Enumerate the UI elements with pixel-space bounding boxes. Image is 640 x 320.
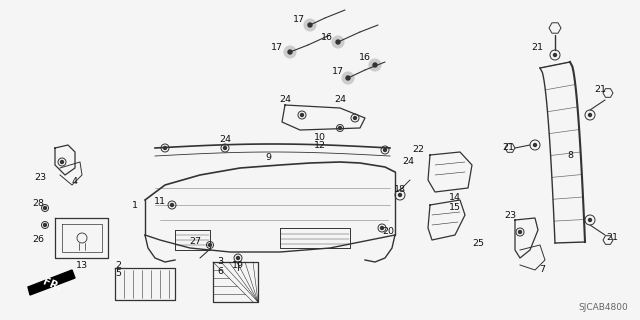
Circle shape: [301, 114, 303, 116]
Text: 23: 23: [34, 173, 46, 182]
Text: 24: 24: [402, 157, 414, 166]
Text: 16: 16: [359, 53, 371, 62]
Circle shape: [399, 194, 401, 196]
Text: 22: 22: [412, 146, 424, 155]
Text: 21: 21: [531, 43, 543, 52]
Text: 24: 24: [334, 95, 346, 105]
Text: 27: 27: [189, 237, 201, 246]
Text: 19: 19: [232, 260, 244, 269]
Circle shape: [209, 244, 211, 246]
Text: 1: 1: [132, 201, 138, 210]
Polygon shape: [28, 270, 75, 295]
Text: 10: 10: [314, 132, 326, 141]
Circle shape: [237, 257, 239, 260]
Circle shape: [44, 223, 47, 227]
Circle shape: [332, 36, 344, 48]
Text: 14: 14: [449, 194, 461, 203]
Circle shape: [44, 206, 47, 210]
Text: 24: 24: [279, 95, 291, 105]
Text: FR.: FR.: [41, 277, 63, 293]
Circle shape: [339, 126, 342, 130]
Text: 5: 5: [115, 268, 121, 277]
Text: SJCAB4800: SJCAB4800: [579, 303, 628, 312]
Text: 25: 25: [472, 238, 484, 247]
Circle shape: [353, 116, 356, 119]
Circle shape: [518, 230, 522, 234]
Text: 11: 11: [154, 197, 166, 206]
Text: 17: 17: [332, 68, 344, 76]
Circle shape: [346, 76, 350, 80]
Text: 23: 23: [504, 211, 516, 220]
Circle shape: [61, 161, 63, 164]
Text: 17: 17: [293, 15, 305, 25]
Circle shape: [554, 53, 557, 57]
Text: 7: 7: [539, 266, 545, 275]
Circle shape: [163, 147, 166, 149]
Text: 15: 15: [449, 203, 461, 212]
Circle shape: [284, 46, 296, 58]
Text: 6: 6: [217, 267, 223, 276]
Text: 28: 28: [32, 198, 44, 207]
Circle shape: [381, 227, 383, 229]
Text: 21: 21: [502, 143, 514, 153]
Circle shape: [170, 204, 173, 206]
Circle shape: [534, 143, 536, 147]
Circle shape: [308, 23, 312, 27]
Circle shape: [288, 50, 292, 54]
Text: 8: 8: [567, 150, 573, 159]
Text: 18: 18: [394, 186, 406, 195]
Text: 13: 13: [76, 260, 88, 269]
Text: 4: 4: [72, 178, 78, 187]
Text: 16: 16: [321, 33, 333, 42]
Text: 12: 12: [314, 141, 326, 150]
Text: 9: 9: [265, 154, 271, 163]
Circle shape: [336, 40, 340, 44]
Text: 17: 17: [271, 44, 283, 52]
Circle shape: [589, 219, 591, 221]
Text: 21: 21: [606, 234, 618, 243]
Text: 3: 3: [217, 258, 223, 267]
Circle shape: [223, 147, 227, 149]
Circle shape: [373, 63, 377, 67]
Circle shape: [342, 72, 354, 84]
Text: 26: 26: [32, 236, 44, 244]
Circle shape: [589, 114, 591, 116]
Circle shape: [304, 19, 316, 31]
Text: 20: 20: [382, 228, 394, 236]
Text: 2: 2: [115, 260, 121, 269]
Text: 21: 21: [594, 85, 606, 94]
Circle shape: [369, 59, 381, 71]
Text: 24: 24: [219, 135, 231, 145]
Circle shape: [383, 148, 387, 151]
